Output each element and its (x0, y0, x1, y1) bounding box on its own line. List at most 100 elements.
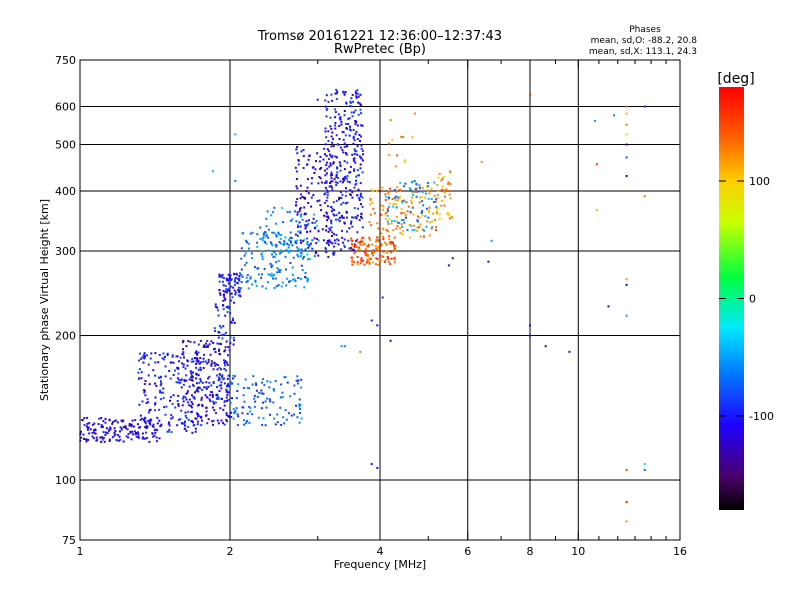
data-point (111, 436, 114, 439)
data-point (351, 239, 354, 242)
data-point (387, 230, 389, 233)
data-point (438, 217, 441, 220)
data-point (344, 134, 347, 137)
data-point (229, 383, 232, 385)
data-point (380, 232, 383, 235)
data-point (308, 245, 311, 248)
data-point (93, 429, 95, 432)
data-point (331, 180, 334, 183)
data-point (230, 278, 233, 281)
data-point (352, 244, 354, 247)
data-point (361, 196, 364, 199)
data-point (89, 428, 92, 431)
data-point (396, 196, 399, 199)
data-point (100, 424, 103, 427)
data-point (137, 433, 140, 436)
data-point (289, 240, 292, 243)
data-point (378, 260, 381, 263)
data-point (356, 138, 359, 141)
data-point (568, 350, 571, 353)
data-point (296, 224, 299, 227)
data-point (241, 406, 244, 409)
data-point (351, 261, 353, 263)
data-point (358, 134, 361, 136)
data-point (442, 176, 445, 178)
data-point (303, 206, 306, 209)
data-point (341, 216, 344, 219)
data-point (443, 189, 446, 191)
data-point (380, 204, 383, 207)
data-point (330, 180, 332, 183)
data-point (424, 215, 427, 218)
data-point (297, 225, 299, 228)
data-point (334, 124, 337, 127)
data-point (210, 362, 213, 365)
data-point (274, 277, 277, 280)
data-point (443, 204, 446, 207)
data-point (331, 235, 333, 237)
data-point (376, 324, 379, 327)
y-tick-label: 75 (62, 534, 76, 547)
data-point (326, 191, 329, 194)
data-point (224, 331, 227, 334)
data-point (231, 397, 233, 400)
data-point (446, 213, 449, 216)
data-point (226, 383, 229, 386)
data-point (304, 248, 307, 251)
data-point (353, 148, 356, 151)
data-point (227, 346, 230, 349)
data-point (233, 321, 236, 324)
data-point (356, 246, 359, 248)
data-point (199, 339, 202, 342)
data-point (307, 246, 310, 249)
data-point (332, 201, 335, 204)
data-point (441, 185, 444, 188)
data-point (371, 252, 374, 255)
data-point (416, 229, 418, 232)
data-point (342, 177, 344, 180)
data-point (433, 194, 436, 197)
data-point (404, 182, 407, 185)
data-point (352, 248, 355, 251)
data-point (262, 232, 265, 235)
data-point (190, 401, 193, 404)
data-point (161, 357, 164, 360)
data-point (359, 103, 362, 106)
data-point (387, 193, 390, 196)
data-point (342, 138, 345, 141)
data-point (131, 430, 134, 433)
data-point (330, 171, 333, 174)
data-point (351, 100, 354, 103)
data-point (181, 362, 184, 365)
data-point (197, 420, 199, 423)
data-point (171, 416, 174, 419)
data-point (218, 292, 221, 295)
data-point (325, 164, 328, 167)
data-point (204, 394, 207, 397)
data-point (412, 213, 415, 216)
data-point (343, 179, 345, 182)
data-point (392, 203, 395, 206)
data-point (369, 198, 372, 200)
data-point (299, 197, 302, 200)
data-point (286, 381, 289, 384)
data-point (224, 364, 227, 367)
data-point (185, 345, 188, 348)
data-point (268, 386, 271, 389)
data-point (294, 210, 296, 213)
data-point (308, 155, 311, 158)
data-point (352, 135, 355, 138)
data-point (168, 428, 171, 431)
data-point (234, 291, 237, 294)
data-point (240, 247, 243, 250)
x-tick-label: 1 (77, 545, 84, 558)
data-point (108, 418, 111, 421)
data-point (263, 241, 266, 244)
data-point (418, 201, 421, 204)
data-point (625, 105, 628, 108)
data-point (243, 254, 246, 257)
data-point (190, 376, 193, 379)
data-point (248, 421, 251, 424)
data-point (201, 381, 204, 384)
data-point (327, 215, 330, 218)
